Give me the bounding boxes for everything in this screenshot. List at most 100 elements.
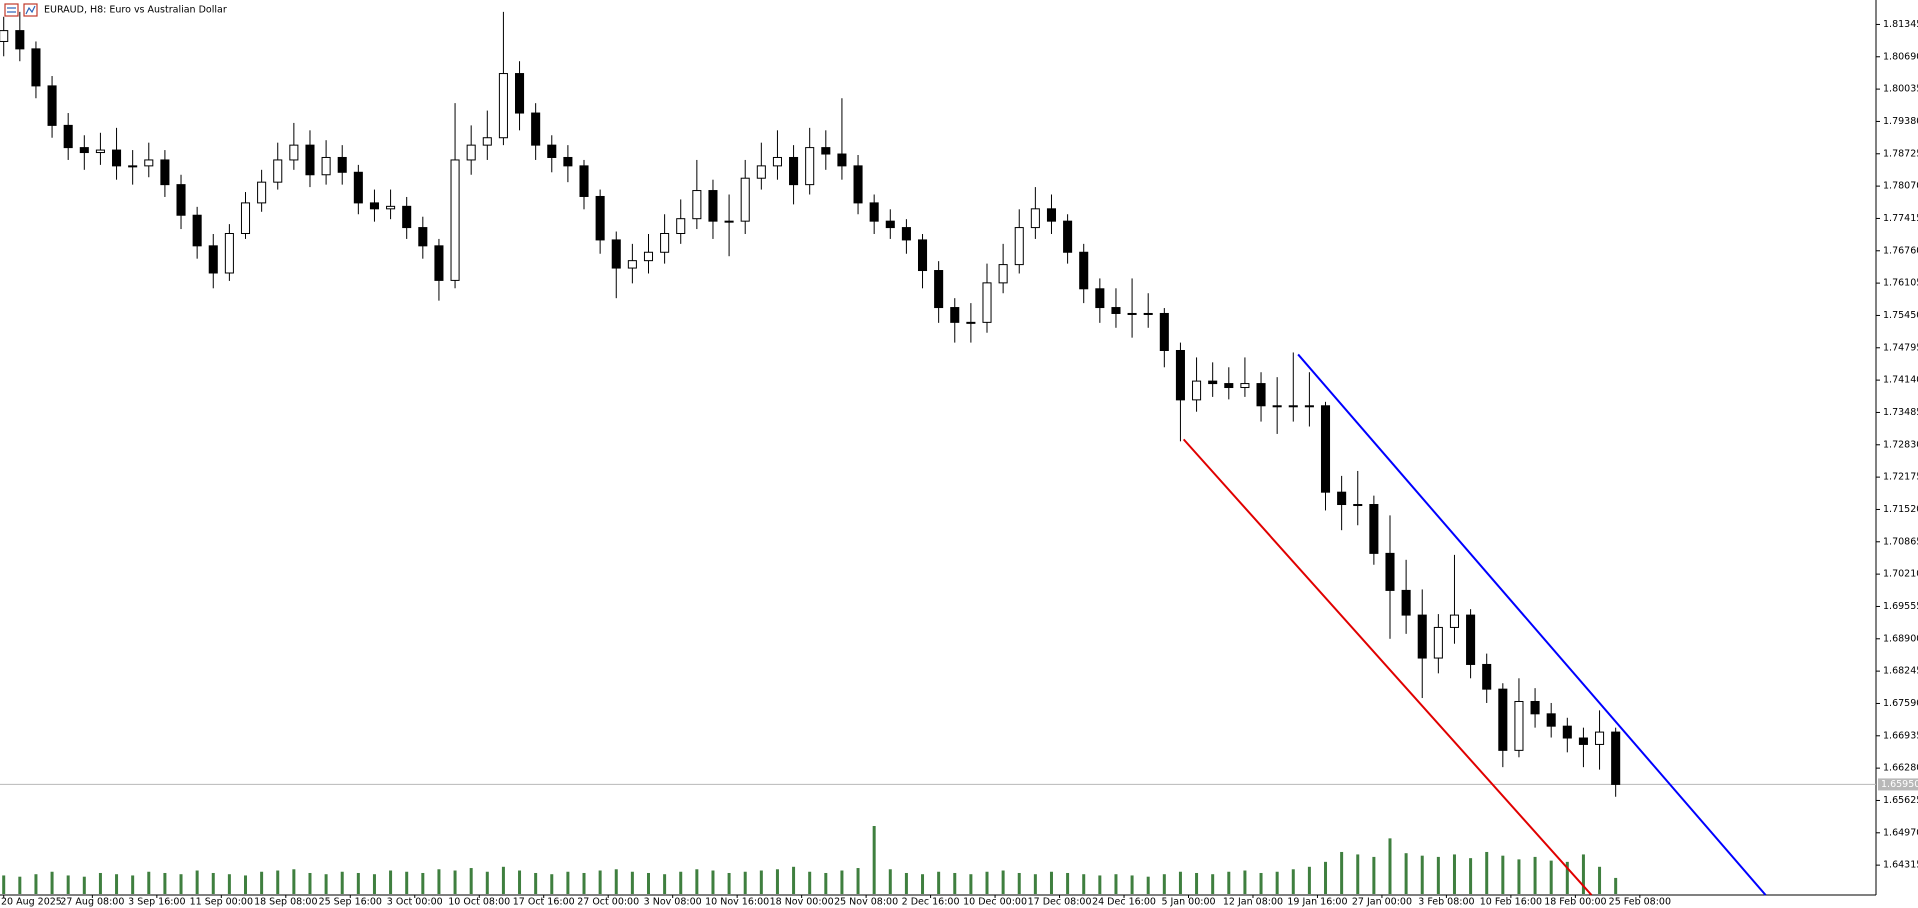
candle-body [208,245,218,274]
candle-body [1095,288,1105,309]
candle-body [627,260,637,269]
volume-bar [453,870,457,894]
candle-body [240,202,251,234]
volume-bar [1275,871,1279,894]
volume-bar [1452,854,1456,894]
candle-body [1111,307,1121,314]
candle-body [79,147,89,154]
y-tick-label: 1.66280 [1883,763,1918,774]
volume-bar [759,870,763,894]
volume-bar [1178,871,1182,894]
icon-menu[interactable] [4,3,19,17]
volume-bar [792,866,796,894]
x-tick-label: 27 Aug 08:00 [60,897,124,908]
volume-bar [1291,869,1295,894]
volume-bar [469,868,473,894]
candle-body [998,264,1008,284]
candle-body [353,171,363,204]
candle-body [595,195,605,241]
y-tick-label: 1.76105 [1883,278,1918,289]
y-tick-label: 1.81345 [1883,19,1918,30]
volume-bar [2,875,6,894]
y-tick-label: 1.67590 [1883,698,1918,709]
y-tick-label: 1.73485 [1883,407,1918,418]
candle-body [1288,405,1298,408]
candle-body [724,220,734,223]
candle-body [31,48,41,87]
candle-body [466,144,476,161]
x-tick-label: 25 Sep 16:00 [319,897,382,908]
candle-body [966,321,976,324]
y-tick-label: 1.80690 [1883,51,1918,62]
volume-bar [775,869,779,894]
candle-body [1401,589,1411,616]
volume-bar [727,872,731,894]
candle-body [805,147,815,186]
candle-body [305,144,315,176]
candle-body [95,149,105,154]
x-tick-label: 3 Feb 08:00 [1418,897,1474,908]
toolbar-icons [4,3,38,17]
candle-body [1498,688,1508,751]
candle-body [1611,731,1621,785]
volume-bar [1565,861,1569,894]
volume-bar [1307,866,1311,894]
x-tick-label: 17 Dec 08:00 [1028,897,1092,908]
volume-bar [389,870,393,894]
candle-body [563,156,573,167]
x-tick-label: 27 Jan 00:00 [1352,897,1412,908]
volume-bar [1098,875,1102,894]
x-tick-label: 3 Nov 08:00 [644,897,702,908]
candle-body [660,232,670,253]
volume-bar [1259,872,1263,894]
y-tick-label: 1.64970 [1883,827,1918,838]
volume-bar [679,871,683,894]
volume-bar [937,871,941,894]
candle-body [47,85,57,126]
candle-body [386,205,396,210]
volume-bar [808,871,812,894]
candle-body [869,202,879,222]
x-tick-label: 25 Nov 08:00 [834,897,898,908]
volume-bar [131,875,135,894]
volume-bar [1082,874,1086,894]
y-tick-label: 1.75450 [1883,310,1918,321]
volume-bar [1340,851,1344,894]
plot-area: 1.65950 [0,11,1918,896]
candle-body [643,251,654,262]
trend-line [1182,438,1593,896]
candle-body [676,218,686,234]
volume-bar [34,874,38,894]
x-tick-label: 3 Oct 00:00 [387,897,443,908]
volume-bar [953,872,957,894]
x-tick-label: 10 Oct 08:00 [448,897,510,908]
y-tick-label: 1.76760 [1883,245,1918,256]
volume-bar [1372,856,1376,894]
volume-bar [985,871,989,894]
x-tick-label: 10 Dec 00:00 [963,897,1027,908]
volume-bar [566,871,570,894]
candle-body [1159,312,1169,351]
candle-body [1562,725,1572,739]
trend-line [1297,353,1767,896]
candle-body [369,202,379,210]
candle-body [1466,614,1476,665]
candle-body [547,144,557,158]
candle-body [1369,504,1379,554]
candle-body [756,165,766,179]
x-tick-label: 10 Nov 16:00 [705,897,769,908]
volume-bar [1211,874,1215,894]
y-tick-label: 1.65625 [1883,795,1918,806]
candle-body [337,156,347,173]
candle-body [450,159,460,281]
candle-body [160,159,170,186]
candle-body [1433,626,1443,659]
candle-body [321,156,331,176]
volume-bar [276,870,280,894]
candle-body [1256,383,1266,407]
y-tick-label: 1.80035 [1883,84,1918,95]
volume-bar [195,870,199,894]
volume-bar [421,872,425,894]
volume-bar [1614,877,1618,894]
